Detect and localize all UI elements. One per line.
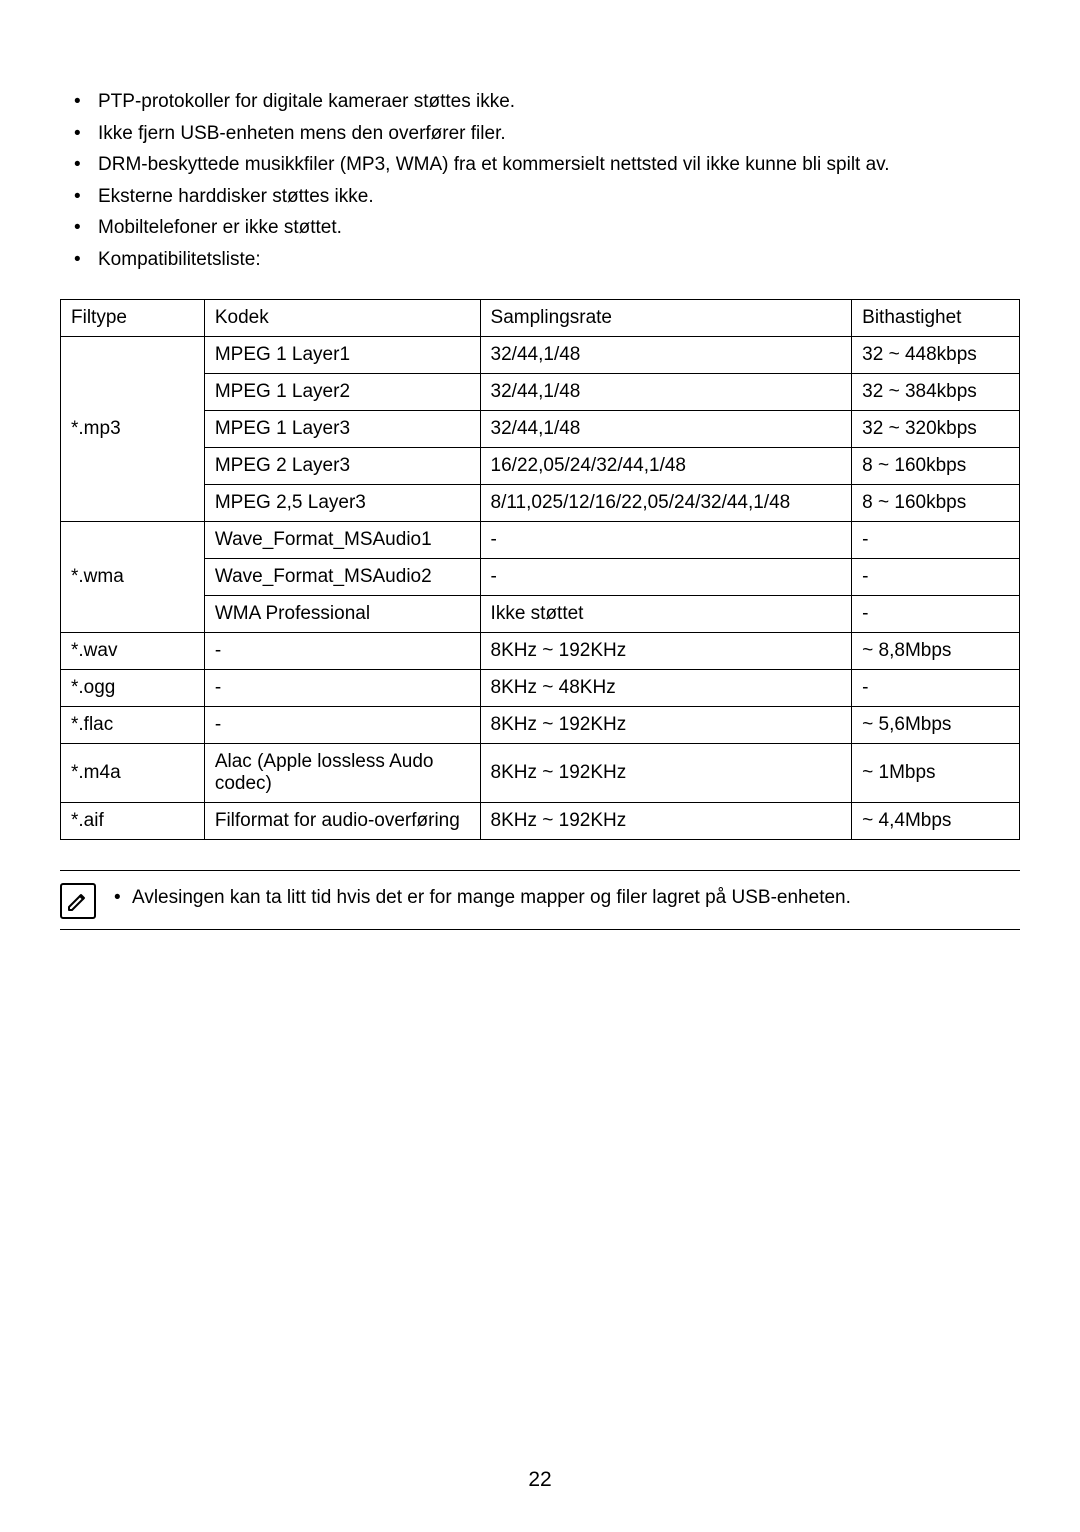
cell-filetype: *.wma <box>61 522 205 633</box>
cell-codec: - <box>204 707 480 744</box>
cell-codec: MPEG 1 Layer3 <box>204 411 480 448</box>
note-block: Avlesingen kan ta litt tid hvis det er f… <box>60 870 1020 930</box>
cell-codec: Wave_Format_MSAudio1 <box>204 522 480 559</box>
cell-sampling: 8KHz ~ 48KHz <box>480 670 852 707</box>
cell-codec: Wave_Format_MSAudio2 <box>204 559 480 596</box>
cell-sampling: 8KHz ~ 192KHz <box>480 707 852 744</box>
cell-filetype: *.mp3 <box>61 337 205 522</box>
cell-filetype: *.m4a <box>61 744 205 803</box>
bullet-item: PTP-protokoller for digitale kameraer st… <box>80 86 1020 118</box>
table-row: *.wma Wave_Format_MSAudio1 - - <box>61 522 1020 559</box>
cell-bitrate: 8 ~ 160kbps <box>852 485 1020 522</box>
cell-filetype: *.flac <box>61 707 205 744</box>
cell-sampling: 8KHz ~ 192KHz <box>480 744 852 803</box>
cell-bitrate: - <box>852 559 1020 596</box>
cell-codec: Alac (Apple lossless Audo codec) <box>204 744 480 803</box>
cell-filetype: *.wav <box>61 633 205 670</box>
cell-sampling: 16/22,05/24/32/44,1/48 <box>480 448 852 485</box>
table-row: MPEG 1 Layer2 32/44,1/48 32 ~ 384kbps <box>61 374 1020 411</box>
cell-bitrate: 32 ~ 384kbps <box>852 374 1020 411</box>
cell-codec: - <box>204 633 480 670</box>
cell-bitrate: 32 ~ 448kbps <box>852 337 1020 374</box>
cell-sampling: 8KHz ~ 192KHz <box>480 803 852 840</box>
col-header-filetype: Filtype <box>61 300 205 337</box>
cell-sampling: 8KHz ~ 192KHz <box>480 633 852 670</box>
page-number: 22 <box>0 1468 1080 1492</box>
cell-sampling: - <box>480 522 852 559</box>
cell-bitrate: - <box>852 522 1020 559</box>
pencil-note-icon <box>60 883 96 919</box>
cell-codec: MPEG 1 Layer1 <box>204 337 480 374</box>
table-row: Wave_Format_MSAudio2 - - <box>61 559 1020 596</box>
cell-bitrate: - <box>852 596 1020 633</box>
cell-codec: Filformat for audio-overføring <box>204 803 480 840</box>
cell-bitrate: - <box>852 670 1020 707</box>
cell-sampling: 32/44,1/48 <box>480 374 852 411</box>
cell-codec: MPEG 2,5 Layer3 <box>204 485 480 522</box>
table-row: *.m4a Alac (Apple lossless Audo codec) 8… <box>61 744 1020 803</box>
bullet-list: PTP-protokoller for digitale kameraer st… <box>60 86 1020 275</box>
table-row: MPEG 1 Layer3 32/44,1/48 32 ~ 320kbps <box>61 411 1020 448</box>
table-row: *.ogg - 8KHz ~ 48KHz - <box>61 670 1020 707</box>
table-row: WMA Professional Ikke støttet - <box>61 596 1020 633</box>
cell-bitrate: ~ 4,4Mbps <box>852 803 1020 840</box>
bullet-item: Kompatibilitetsliste: <box>80 244 1020 276</box>
cell-codec: MPEG 2 Layer3 <box>204 448 480 485</box>
table-row: MPEG 2,5 Layer3 8/11,025/12/16/22,05/24/… <box>61 485 1020 522</box>
cell-bitrate: 32 ~ 320kbps <box>852 411 1020 448</box>
cell-bitrate: ~ 5,6Mbps <box>852 707 1020 744</box>
bullet-item: Mobiltelefoner er ikke støttet. <box>80 212 1020 244</box>
table-row: MPEG 2 Layer3 16/22,05/24/32/44,1/48 8 ~… <box>61 448 1020 485</box>
compatibility-table: Filtype Kodek Samplingsrate Bithastighet… <box>60 299 1020 840</box>
cell-sampling: Ikke støttet <box>480 596 852 633</box>
cell-sampling: 8/11,025/12/16/22,05/24/32/44,1/48 <box>480 485 852 522</box>
cell-codec: - <box>204 670 480 707</box>
table-row: *.flac - 8KHz ~ 192KHz ~ 5,6Mbps <box>61 707 1020 744</box>
note-item: Avlesingen kan ta litt tid hvis det er f… <box>114 887 851 909</box>
document-page: PTP-protokoller for digitale kameraer st… <box>0 0 1080 1532</box>
cell-sampling: 32/44,1/48 <box>480 411 852 448</box>
table-row: *.aif Filformat for audio-overføring 8KH… <box>61 803 1020 840</box>
cell-filetype: *.ogg <box>61 670 205 707</box>
bullet-item: Ikke fjern USB-enheten mens den overføre… <box>80 118 1020 150</box>
cell-bitrate: ~ 8,8Mbps <box>852 633 1020 670</box>
cell-bitrate: ~ 1Mbps <box>852 744 1020 803</box>
bullet-item: DRM-beskyttede musikkfiler (MP3, WMA) fr… <box>80 149 1020 181</box>
cell-bitrate: 8 ~ 160kbps <box>852 448 1020 485</box>
cell-filetype: *.aif <box>61 803 205 840</box>
col-header-sampling: Samplingsrate <box>480 300 852 337</box>
bullet-item: Eksterne harddisker støttes ikke. <box>80 181 1020 213</box>
note-list: Avlesingen kan ta litt tid hvis det er f… <box>114 887 851 909</box>
table-row: *.wav - 8KHz ~ 192KHz ~ 8,8Mbps <box>61 633 1020 670</box>
cell-sampling: 32/44,1/48 <box>480 337 852 374</box>
cell-codec: WMA Professional <box>204 596 480 633</box>
cell-codec: MPEG 1 Layer2 <box>204 374 480 411</box>
table-header-row: Filtype Kodek Samplingsrate Bithastighet <box>61 300 1020 337</box>
cell-sampling: - <box>480 559 852 596</box>
col-header-bitrate: Bithastighet <box>852 300 1020 337</box>
table-row: *.mp3 MPEG 1 Layer1 32/44,1/48 32 ~ 448k… <box>61 337 1020 374</box>
col-header-codec: Kodek <box>204 300 480 337</box>
